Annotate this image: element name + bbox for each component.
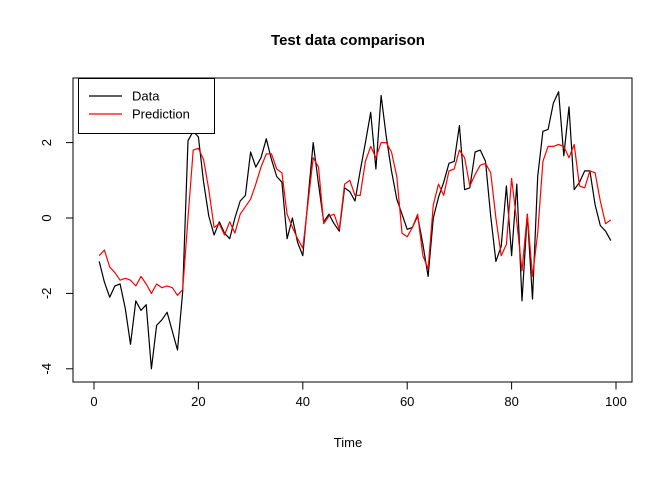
- x-axis-tick-label: 40: [296, 394, 310, 409]
- legend-label-data: Data: [132, 89, 160, 104]
- x-axis-tick-label: 100: [605, 394, 627, 409]
- y-axis-tick-label: -2: [39, 288, 54, 300]
- legend-label-prediction: Prediction: [132, 107, 190, 122]
- data-series-line: [98, 91, 612, 370]
- x-axis-tick-label: 80: [504, 394, 518, 409]
- prediction-series-line: [98, 142, 612, 296]
- x-axis-tick-label: 0: [90, 394, 97, 409]
- plot-border: [72, 77, 633, 383]
- y-axis-tick-label: -4: [39, 363, 54, 375]
- x-axis-tick-label: 60: [400, 394, 414, 409]
- x-axis-label: Time: [334, 435, 362, 450]
- x-axis-tick-label: 20: [191, 394, 205, 409]
- y-axis-tick-label: 0: [39, 214, 54, 221]
- legend-box: [78, 78, 215, 134]
- series-lines: [98, 91, 612, 370]
- legend: Data Prediction: [78, 78, 215, 134]
- y-axis-tick-label: 2: [39, 139, 54, 146]
- chart-title: Test data comparison: [271, 32, 425, 49]
